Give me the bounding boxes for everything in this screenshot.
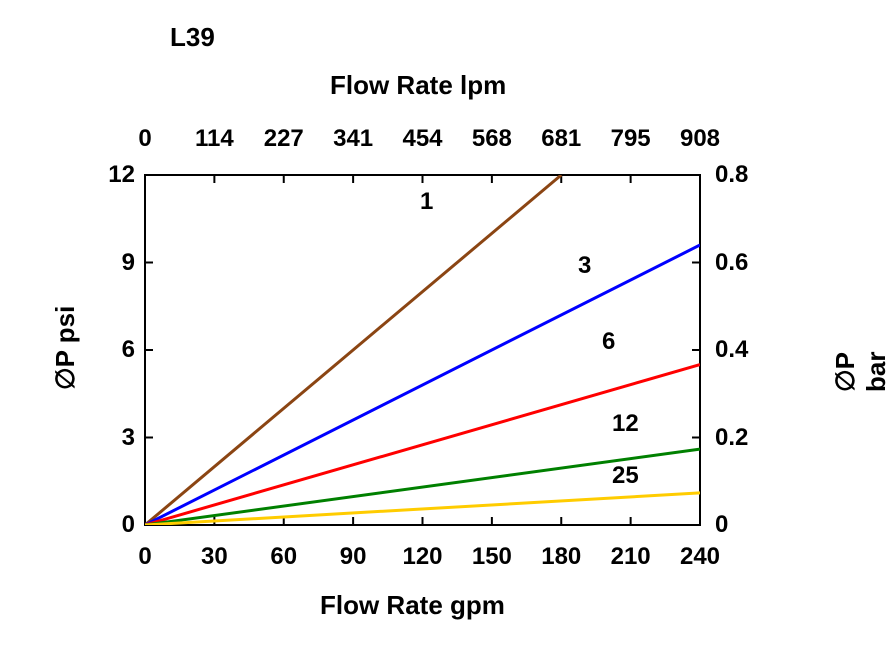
tick-label: 0 [90,511,135,539]
tick-label: 0 [115,125,175,153]
tick-label: 114 [184,125,244,153]
tick-label: 210 [601,543,661,571]
tick-label: 180 [531,543,591,571]
tick-label: 568 [462,125,522,153]
tick-label: 227 [254,125,314,153]
tick-label: 150 [462,543,522,571]
series-label: 1 [420,188,433,216]
tick-label: 0.8 [715,161,765,189]
tick-label: 240 [670,543,730,571]
tick-label: 454 [393,125,453,153]
tick-label: 3 [90,424,135,452]
tick-label: 0 [715,511,765,539]
series-label: 25 [612,462,639,490]
tick-label: 0 [115,543,175,571]
tick-label: 0.2 [715,424,765,452]
tick-label: 341 [323,125,383,153]
tick-label: 9 [90,249,135,277]
tick-label: 120 [393,543,453,571]
tick-label: 12 [90,161,135,189]
tick-label: 795 [601,125,661,153]
tick-label: 30 [184,543,244,571]
series-label: 12 [612,410,639,438]
series-label: 3 [578,252,591,280]
tick-label: 90 [323,543,383,571]
tick-label: 0.4 [715,336,765,364]
tick-label: 908 [670,125,730,153]
tick-label: 60 [254,543,314,571]
tick-label: 0.6 [715,249,765,277]
series-label: 6 [602,328,615,356]
tick-label: 6 [90,336,135,364]
tick-label: 681 [531,125,591,153]
